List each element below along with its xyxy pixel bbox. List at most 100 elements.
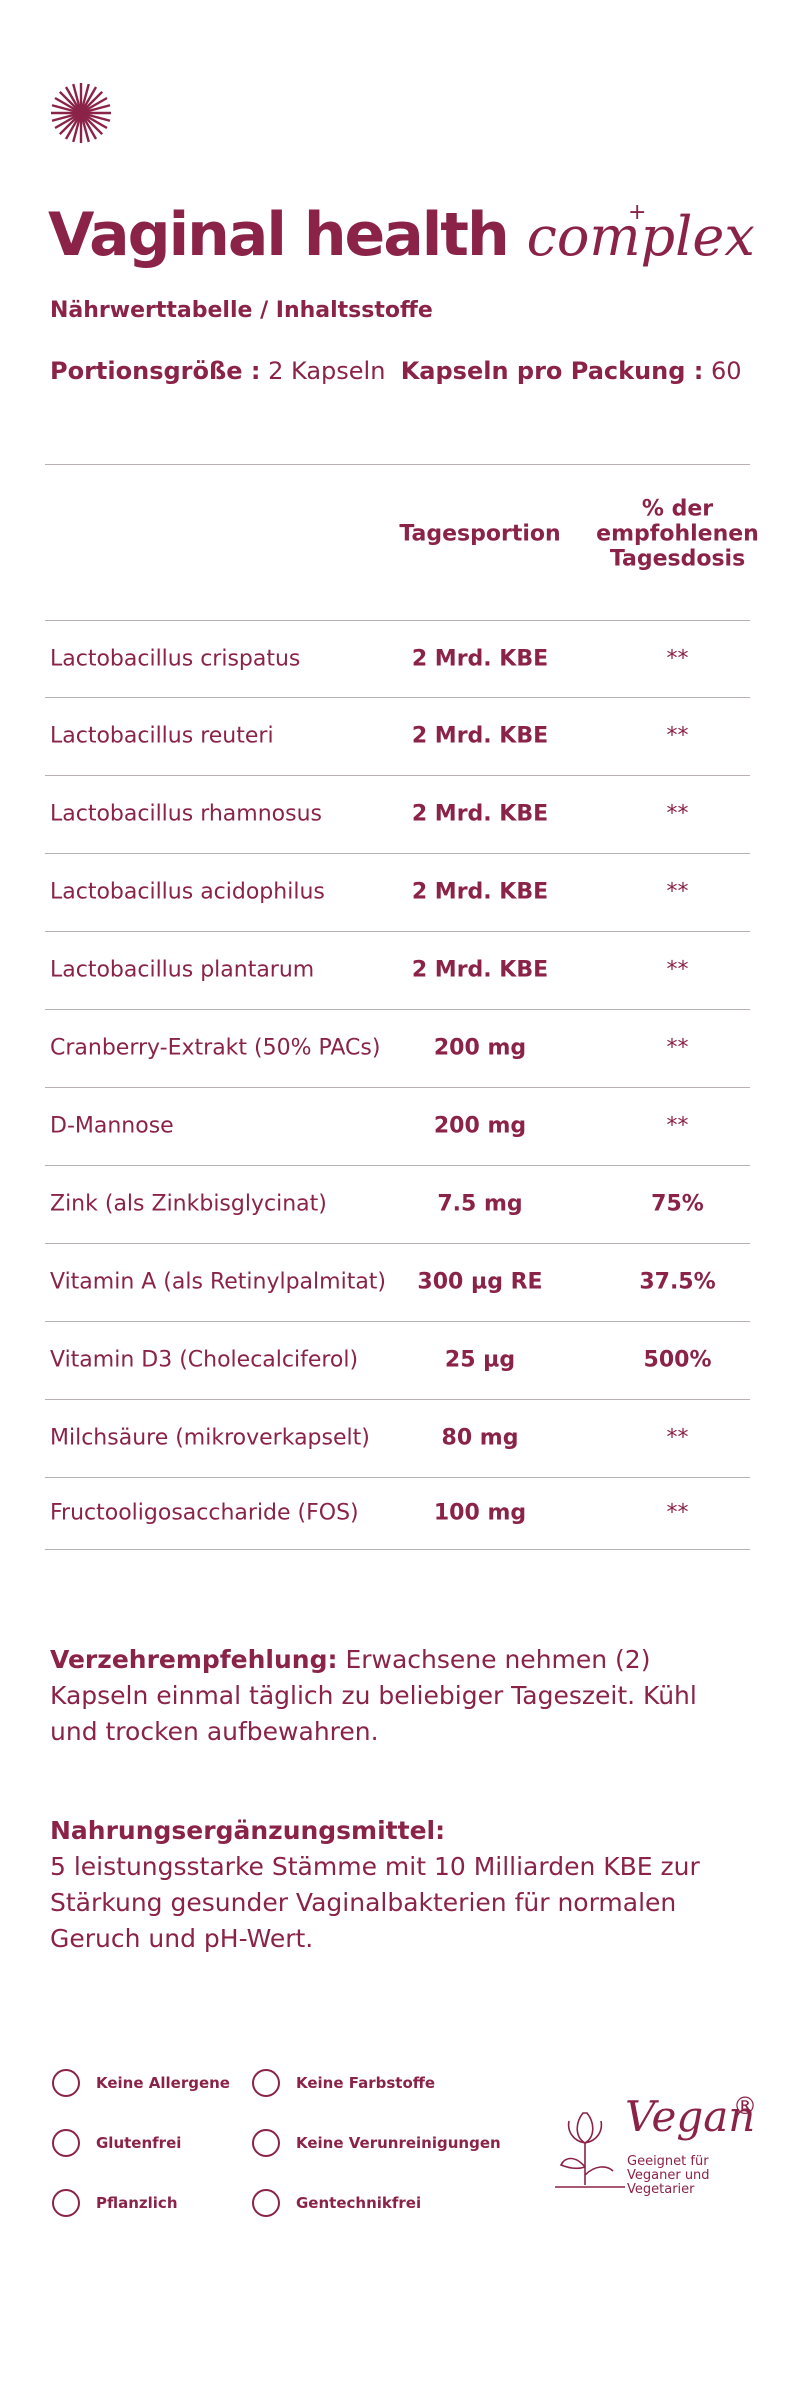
column-header: % der empfohlenen Tagesdosis <box>596 496 759 572</box>
ray <box>79 112 90 143</box>
amount: 100 mg <box>433 1500 527 1526</box>
badge-icon <box>252 2189 280 2217</box>
rule <box>45 1165 750 1166</box>
ray <box>79 86 98 114</box>
rule <box>45 1321 750 1322</box>
ingredient: Lactobacillus reuteri <box>50 723 274 749</box>
rule <box>45 1009 750 1010</box>
badge-icon <box>52 2189 80 2217</box>
ray <box>79 112 98 140</box>
ingredient: Vitamin D3 (Cholecalciferol) <box>50 1347 359 1373</box>
ingredient: Cranberry-Extrakt (50% PACs) <box>50 1035 381 1061</box>
badge-icon <box>252 2069 280 2097</box>
ray <box>54 111 82 130</box>
badge-icon <box>52 2069 80 2097</box>
percent: ** <box>666 723 689 749</box>
portion-line: Portionsgröße : 2 Kapseln Kapseln pro Pa… <box>50 357 742 385</box>
rule <box>45 620 750 621</box>
ray <box>80 96 108 115</box>
percent: ** <box>666 1500 689 1526</box>
rule <box>45 697 750 698</box>
badge-label: Glutenfrei <box>96 2134 182 2152</box>
note-text: Erwachsene nehmen (2) Kapseln einmal täg… <box>50 1645 697 1746</box>
amount: 300 µg RE <box>417 1269 543 1295</box>
ingredient: D-Mannose <box>50 1113 174 1139</box>
amount: 7.5 mg <box>437 1191 523 1217</box>
ingredient: Fructooligosaccharide (FOS) <box>50 1500 359 1526</box>
title-mark: + <box>628 200 647 225</box>
percent: ** <box>666 1113 689 1139</box>
amount: 2 Mrd. KBE <box>411 801 549 827</box>
amount: 200 mg <box>433 1035 527 1061</box>
ray <box>80 111 111 122</box>
amount: 80 mg <box>441 1425 519 1451</box>
percent: ** <box>666 801 689 827</box>
note-label: Verzehrempfehlung: <box>50 1645 338 1674</box>
percent: ** <box>666 1425 689 1451</box>
amount: 2 Mrd. KBE <box>411 957 549 983</box>
rule <box>45 1549 750 1550</box>
ray <box>80 104 111 115</box>
vegan-flower <box>555 2112 625 2188</box>
percent: ** <box>666 1035 689 1061</box>
ray <box>58 90 82 114</box>
rule <box>45 1243 750 1244</box>
badge-icon <box>252 2129 280 2157</box>
ray <box>58 112 82 136</box>
ingredient: Lactobacillus rhamnosus <box>50 801 322 827</box>
badge-label: Keine Verunreinigungen <box>296 2134 501 2152</box>
ray <box>80 112 104 136</box>
pack-value: 60 <box>711 357 742 385</box>
note-text: 5 leistungsstarke Stämme mit 10 Milliard… <box>50 1852 700 1953</box>
rule <box>45 1087 750 1088</box>
amount: 2 Mrd. KBE <box>411 646 549 671</box>
sun-icon <box>51 83 111 143</box>
title: Vaginal health complex <box>48 200 755 270</box>
column-header: Tagesportion <box>399 521 561 547</box>
ingredient: Lactobacillus crispatus <box>50 646 301 671</box>
badge-label: Gentechnikfrei <box>296 2194 422 2212</box>
percent: 75% <box>651 1191 704 1217</box>
ingredient: Zink (als Zinkbisglycinat) <box>50 1191 327 1217</box>
title-text: Vaginal health <box>48 200 510 270</box>
amount: 2 Mrd. KBE <box>411 723 549 749</box>
ingredient: Vitamin A (als Retinylpalmitat) <box>50 1269 387 1295</box>
percent: ** <box>666 879 689 905</box>
ray <box>80 111 108 130</box>
ray <box>51 104 82 115</box>
rule <box>45 1477 750 1478</box>
rule <box>45 464 750 465</box>
percent: 37.5% <box>639 1269 716 1295</box>
vegan-title: Vegan <box>625 2092 756 2141</box>
ingredient: Lactobacillus plantarum <box>50 957 315 983</box>
note-label: Nahrungsergänzungsmittel: <box>50 1816 446 1845</box>
rule <box>45 1399 750 1400</box>
pack-label: Kapseln pro Packung : <box>400 357 704 385</box>
portion-label: Portionsgröße : <box>50 357 261 385</box>
ray <box>79 83 90 114</box>
portion-value: 2 Kapseln <box>268 357 386 385</box>
amount: 25 µg <box>444 1347 516 1373</box>
vegan-text: Geeignet für Veganer und Vegetarier <box>627 2154 710 2197</box>
ray <box>72 112 83 143</box>
ray <box>64 86 83 114</box>
amount: 200 mg <box>433 1113 527 1139</box>
title-script: complex <box>526 205 755 268</box>
badge-label: Keine Allergene <box>96 2074 230 2092</box>
ray <box>80 90 104 114</box>
ingredient: Lactobacillus acidophilus <box>50 879 325 905</box>
ray <box>72 83 83 114</box>
percent: 500% <box>643 1347 712 1373</box>
badge-icon <box>52 2129 80 2157</box>
ray <box>51 111 82 122</box>
rule <box>45 931 750 932</box>
rule <box>45 775 750 776</box>
note: Nahrungsergänzungsmittel: 5 leistungsstar… <box>50 1813 730 1957</box>
ingredient: Milchsäure (mikroverkapselt) <box>50 1425 370 1451</box>
percent: ** <box>666 957 689 983</box>
note: Verzehrempfehlung: Erwachsene nehmen (2)… <box>50 1642 730 1750</box>
ray <box>54 96 82 115</box>
badge-label: Pflanzlich <box>96 2194 178 2212</box>
rule <box>45 853 750 854</box>
